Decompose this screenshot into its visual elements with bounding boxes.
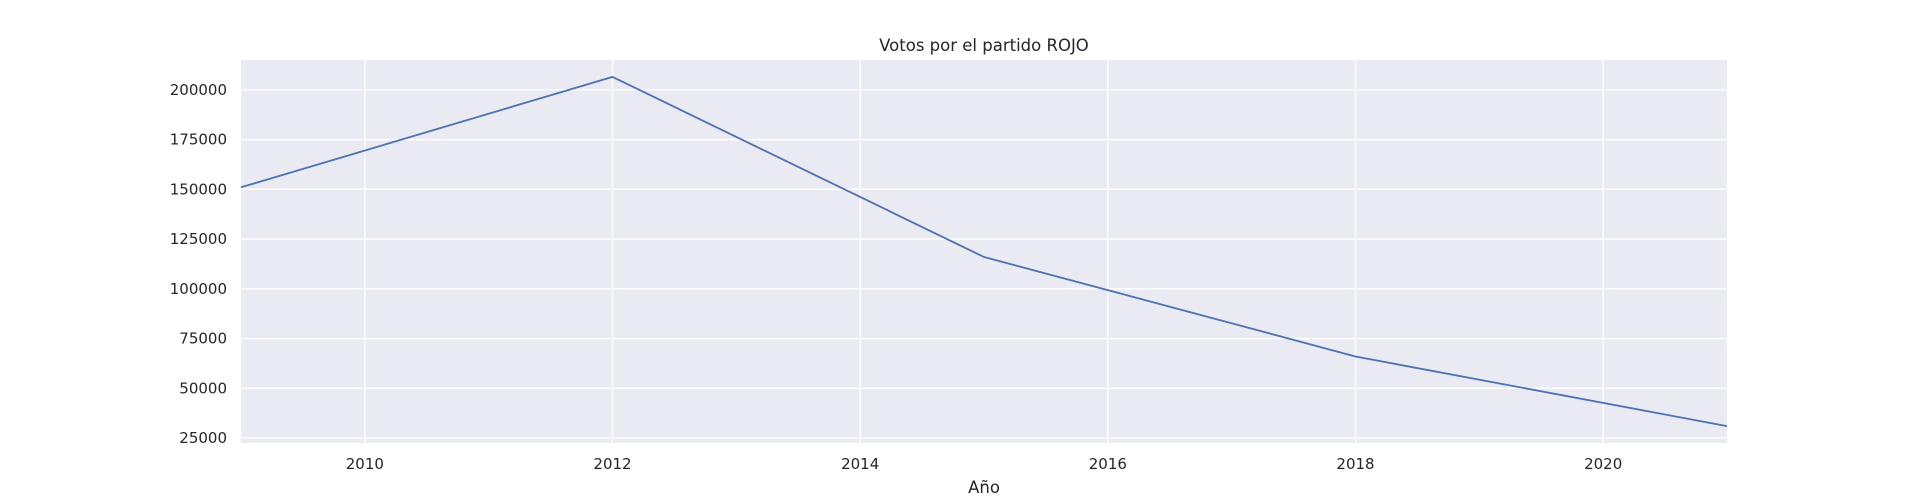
x-tick-label: 2018 [1336, 455, 1374, 473]
y-tick-labels: 25000 50000 75000 100000 125000 150000 175000 2… [170, 81, 227, 447]
y-tick-label: 75000 [179, 330, 227, 348]
x-tick-label: 2010 [346, 455, 384, 473]
series-line [240, 76, 1728, 427]
x-tick-labels: 2010 2012 2014 2016 2018 2020 [346, 455, 1623, 473]
plot-area [241, 60, 1727, 443]
y-tick-label: 100000 [170, 280, 227, 298]
x-tick-label: 2020 [1584, 455, 1622, 473]
chart-title: Votos por el partido ROJO [879, 36, 1089, 55]
series-layer [240, 76, 1728, 427]
x-tick-label: 2016 [1089, 455, 1127, 473]
y-tick-label: 125000 [170, 230, 227, 248]
x-axis-label: Año [968, 478, 1000, 497]
x-tick-label: 2014 [841, 455, 879, 473]
grid-lines [241, 60, 1727, 443]
y-tick-label: 50000 [179, 379, 227, 397]
y-tick-label: 150000 [170, 180, 227, 198]
y-tick-label: 200000 [170, 81, 227, 99]
x-tick-label: 2012 [593, 455, 631, 473]
y-tick-label: 175000 [170, 131, 227, 149]
y-tick-label: 25000 [179, 429, 227, 447]
